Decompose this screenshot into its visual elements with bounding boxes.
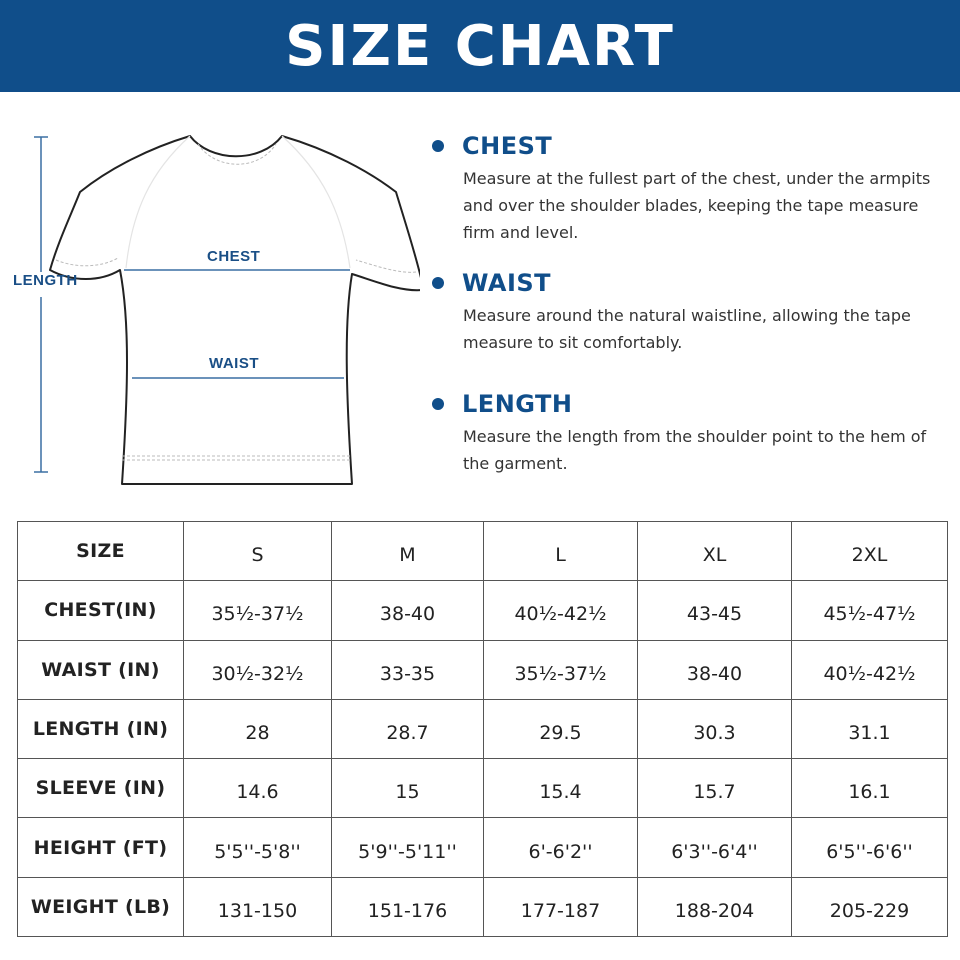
table-cell: 40½-42½ [483, 580, 638, 641]
table-cell: 29.5 [483, 698, 638, 760]
waist-label: WAIST [209, 355, 259, 372]
bullet-icon [432, 277, 444, 289]
row-label: LENGTH (IN) [17, 698, 184, 760]
size-table: SIZE S M L XL 2XL CHEST(IN) 35½-37½ 38-4… [17, 520, 948, 938]
size-cell: L [483, 520, 638, 582]
row-label: SLEEVE (IN) [17, 758, 184, 819]
table-header-row: SIZE S M L XL 2XL [17, 520, 948, 582]
page-title: SIZE CHART [285, 13, 675, 79]
tshirt-illustration [34, 135, 420, 485]
chest-description: CHEST Measure at the fullest part of the… [432, 131, 952, 246]
table-cell: 28.7 [331, 698, 484, 760]
header-banner: SIZE CHART [0, 0, 960, 92]
table-cell: 30½-32½ [183, 639, 332, 700]
waist-description-text: Measure around the natural waistline, al… [463, 306, 911, 352]
size-cell: 2XL [791, 520, 948, 582]
table-cell: 14.6 [183, 758, 332, 819]
table-cell: 35½-37½ [183, 580, 332, 641]
table-cell: 45½-47½ [791, 580, 948, 641]
table-cell: 15 [331, 758, 484, 819]
waist-description: WAIST Measure around the natural waistli… [432, 268, 952, 356]
table-cell: 205-229 [791, 876, 948, 938]
table-cell: 177-187 [483, 876, 638, 938]
table-row: WAIST (IN) 30½-32½ 33-35 35½-37½ 38-40 4… [17, 639, 948, 700]
size-cell: S [183, 520, 332, 582]
tshirt-diagram: LENGTH CHEST WAIST [0, 92, 420, 512]
bullet-icon [432, 398, 444, 410]
table-row: HEIGHT (FT) 5'5''-5'8'' 5'9''-5'11'' 6'-… [17, 817, 948, 878]
size-header-cell: SIZE [17, 520, 184, 582]
length-label: LENGTH [13, 272, 78, 289]
row-label: WEIGHT (LB) [17, 876, 184, 938]
row-label: HEIGHT (FT) [17, 817, 184, 878]
table-cell: 6'-6'2'' [483, 817, 638, 878]
chest-description-text: Measure at the fullest part of the chest… [463, 169, 931, 242]
length-description-text: Measure the length from the shoulder poi… [463, 427, 927, 473]
chest-label: CHEST [207, 248, 261, 265]
table-cell: 188-204 [637, 876, 792, 938]
table-cell: 6'3''-6'4'' [637, 817, 792, 878]
table-cell: 5'9''-5'11'' [331, 817, 484, 878]
length-description-title: LENGTH [462, 390, 573, 418]
bullet-icon [432, 140, 444, 152]
tshirt-outline [49, 135, 420, 485]
length-description: LENGTH Measure the length from the shoul… [432, 389, 952, 477]
table-cell: 16.1 [791, 758, 948, 819]
table-cell: 31.1 [791, 698, 948, 760]
table-cell: 38-40 [637, 639, 792, 700]
size-cell: M [331, 520, 484, 582]
table-cell: 33-35 [331, 639, 484, 700]
table-cell: 30.3 [637, 698, 792, 760]
table-cell: 151-176 [331, 876, 484, 938]
table-cell: 15.4 [483, 758, 638, 819]
table-cell: 28 [183, 698, 332, 760]
row-label: WAIST (IN) [17, 639, 184, 700]
chest-description-title: CHEST [462, 132, 553, 160]
table-cell: 5'5''-5'8'' [183, 817, 332, 878]
table-cell: 43-45 [637, 580, 792, 641]
table-cell: 40½-42½ [791, 639, 948, 700]
row-label: CHEST(IN) [17, 580, 184, 641]
table-row: CHEST(IN) 35½-37½ 38-40 40½-42½ 43-45 45… [17, 580, 948, 641]
table-cell: 6'5''-6'6'' [791, 817, 948, 878]
table-row: LENGTH (IN) 28 28.7 29.5 30.3 31.1 [17, 698, 948, 760]
size-cell: XL [637, 520, 792, 582]
waist-description-title: WAIST [462, 269, 552, 297]
table-cell: 131-150 [183, 876, 332, 938]
table-cell: 15.7 [637, 758, 792, 819]
table-cell: 38-40 [331, 580, 484, 641]
length-measure-line [34, 136, 48, 473]
table-row: WEIGHT (LB) 131-150 151-176 177-187 188-… [17, 876, 948, 938]
table-cell: 35½-37½ [483, 639, 638, 700]
table-row: SLEEVE (IN) 14.6 15 15.4 15.7 16.1 [17, 758, 948, 819]
